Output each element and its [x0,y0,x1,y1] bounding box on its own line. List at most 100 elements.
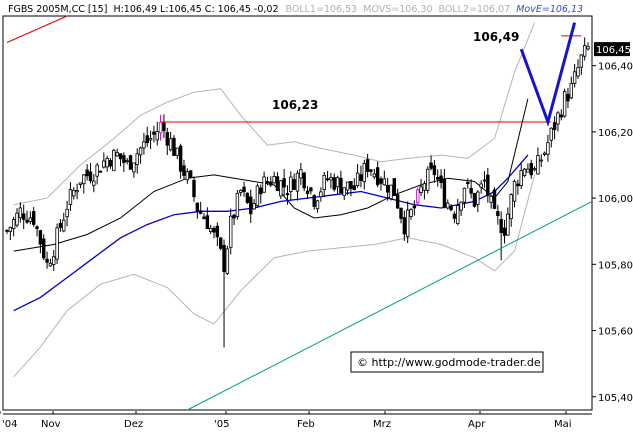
candle-body [436,176,440,180]
annotation-106-23: 106,23 [272,98,318,112]
annotation-106-49: 106,49 [473,30,519,44]
candle-body [449,206,453,211]
candle-body [536,155,540,175]
candle-body [102,160,106,168]
candle-body [208,227,213,233]
candle-body [142,141,146,149]
candle-body [586,46,590,50]
candle-body [539,159,543,162]
candle-body [516,183,520,187]
candle-body [416,189,420,204]
candle-body [372,173,376,178]
candle-body [8,226,13,232]
y-tick-label: 106,20 [598,128,633,139]
candle-body [439,175,443,184]
candle-body [72,189,76,197]
candle-body [522,168,527,176]
candle-body [405,209,410,237]
x-tick-label: Feb [297,419,315,430]
candle-body [349,180,353,189]
candle-body [52,256,56,265]
series-boll1-line [13,22,536,206]
candle-body [502,227,507,236]
candle-body [542,152,547,155]
candle-body [18,207,23,219]
candle-body [35,226,39,230]
candle-body [11,219,16,229]
header-boll1: BOLL1=106,53 [286,4,358,15]
candle-body [105,158,109,168]
candle-body [145,135,149,144]
candle-body [506,213,510,236]
candle-body [412,205,417,209]
candle-body [402,217,407,235]
candle-body [529,162,533,176]
y-tick-label: 105,80 [598,260,633,271]
candle-body [62,219,66,232]
candle-body [98,170,103,173]
candle-body [379,178,383,184]
candle-body [499,219,503,234]
candle-body [265,181,270,183]
plot-frame [2,15,593,411]
candle-body [375,167,380,186]
candle-body [275,176,280,192]
candle-body [486,174,490,197]
candle-body [198,210,203,214]
candle-body [85,169,89,177]
candle-body [526,168,530,173]
candle-body [332,177,336,190]
candle-body [65,208,69,218]
candle-body [492,189,497,209]
candle-body [118,153,123,160]
candle-body [345,181,350,191]
series-movs-line [13,98,529,252]
candle-body [496,211,500,216]
candle-body [299,169,303,179]
candle-body [309,187,313,192]
candle-body [272,176,276,184]
candle-body [229,215,233,248]
candle-body [322,175,326,191]
candle-body [312,195,316,207]
candle-body [42,238,46,259]
candle-body [155,131,159,141]
header-move: MovE=106,13 [516,4,583,15]
candle-body [192,179,196,198]
candle-body [472,193,477,207]
candle-body [152,131,156,135]
x-tick-label: Nov [41,419,61,430]
candle-body [459,201,463,211]
candle-body [92,180,96,186]
candle-body [235,192,240,217]
candle-body [205,215,210,230]
header-boll2: BOLL2=106,07 [439,4,511,15]
candle-body [212,227,216,233]
copyright-box[interactable]: © http://www.godmode-trader.de [350,351,544,373]
copyright-text: © http://www.godmode-trader.de [357,356,541,369]
candle-body [559,114,563,118]
candle-body [552,122,557,131]
candle-body [319,191,323,198]
candle-body [362,163,366,183]
x-tick-label: Mrz [373,419,391,430]
candle-body [182,165,186,176]
y-tick-label: 105,40 [598,393,633,404]
candle-body [292,179,296,190]
candle-body [429,162,433,169]
candle-body [342,187,346,197]
candle-body [442,178,447,208]
candle-body [138,147,143,156]
candle-body [489,195,493,203]
x-tick-label: Mai [554,419,572,430]
candle-body [168,138,173,151]
candle-body [549,127,553,141]
candle-body [566,93,570,102]
candle-body [279,180,283,197]
candle-body [469,187,473,194]
candle-body [232,214,236,219]
candle-body [305,190,310,195]
series-move-line [13,154,529,312]
candle-body [255,185,260,206]
header-movs: MOVS=106,30 [363,4,432,15]
